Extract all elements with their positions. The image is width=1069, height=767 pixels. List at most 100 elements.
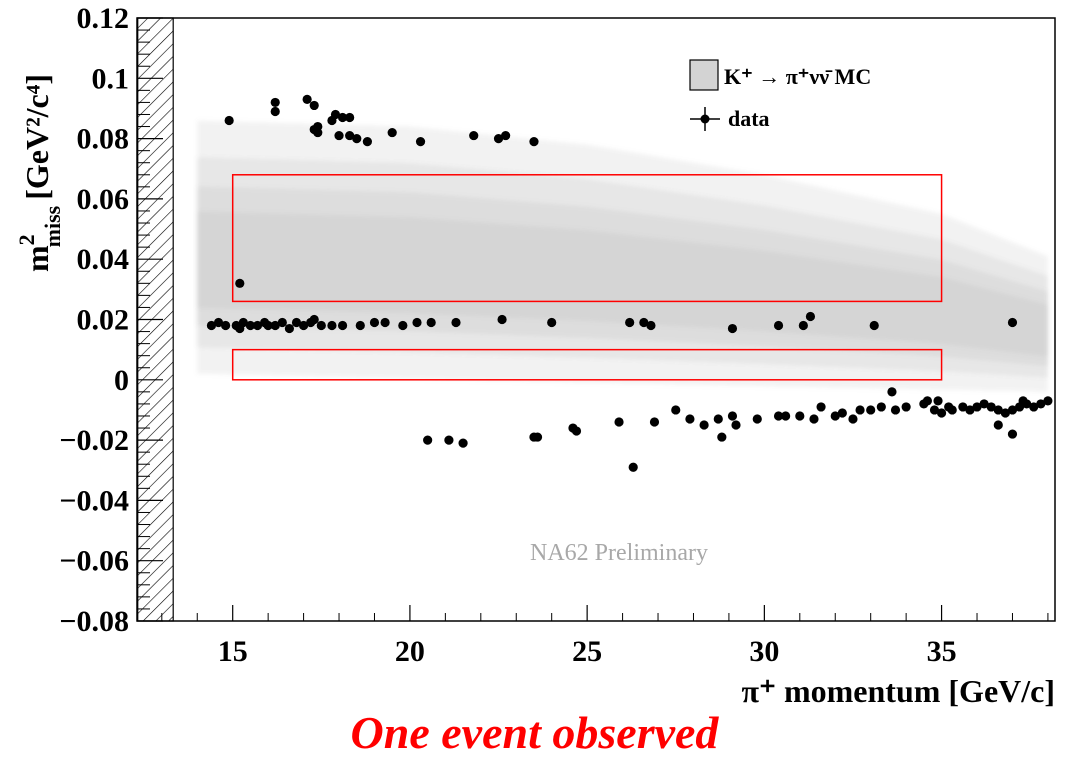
- data-point: [628, 462, 638, 472]
- data-point: [263, 320, 273, 331]
- x-axis-title: π⁺ momentum [GeV/c]: [742, 673, 1055, 709]
- data-point: [699, 420, 709, 430]
- data-point: [972, 402, 982, 412]
- data-point: [731, 420, 741, 430]
- data-point: [646, 320, 656, 331]
- data-point: [423, 435, 433, 445]
- data-point: [415, 137, 426, 147]
- data-point: [671, 405, 681, 415]
- y-tick-label: 0.06: [77, 183, 130, 216]
- y-axis-title-main: m: [19, 245, 55, 272]
- data-point: [302, 94, 312, 105]
- data-point: [345, 112, 355, 123]
- data-point: [337, 112, 348, 123]
- data-point: [277, 317, 287, 328]
- data-point: [330, 109, 341, 120]
- data-point: [625, 317, 635, 328]
- y-tick-label: −0.02: [59, 424, 129, 457]
- y-tick-label: 0.04: [77, 243, 130, 276]
- legend-mc-label: K⁺ → π⁺νν̄ MC: [724, 64, 871, 89]
- signal-region-box-2: [231, 348, 943, 381]
- data-point: [936, 408, 947, 418]
- data-point: [1000, 408, 1010, 418]
- data-point: [298, 320, 309, 331]
- y-tick-label: 0.12: [77, 2, 130, 35]
- data-point: [795, 411, 805, 421]
- data-point: [571, 426, 582, 436]
- data-point: [1043, 396, 1053, 406]
- data-point: [493, 134, 504, 144]
- data-point: [334, 130, 344, 141]
- data-point: [1036, 399, 1046, 409]
- data-point: [773, 320, 784, 331]
- data-point: [547, 317, 557, 328]
- x-tick-label: 20: [395, 635, 425, 668]
- y-tick-label: 0.1: [92, 62, 130, 95]
- data-point: [901, 402, 911, 412]
- data-point: [1029, 402, 1039, 412]
- data-point: [685, 414, 695, 424]
- axis-ticks: [137, 17, 1049, 622]
- data-point: [798, 320, 808, 331]
- data-point: [327, 320, 337, 331]
- mc-density-band: [197, 120, 1048, 392]
- data-point: [501, 130, 511, 141]
- data-point: [830, 411, 840, 421]
- data-point: [412, 317, 422, 328]
- data-point: [866, 405, 876, 415]
- data-point: [213, 317, 224, 328]
- data-point: [1007, 317, 1018, 328]
- data-point: [805, 311, 816, 322]
- data-point: [816, 402, 826, 412]
- data-point: [639, 317, 649, 328]
- data-point: [727, 323, 738, 334]
- data-points: [206, 94, 1053, 472]
- data-point: [352, 134, 362, 144]
- data-point: [993, 420, 1003, 430]
- data-point: [270, 320, 280, 331]
- mc-density-layer-3: [197, 211, 1048, 357]
- legend: K⁺ → π⁺νν̄ MC data: [689, 59, 871, 131]
- svg-text:m2miss[GeV²/c⁴]: m2miss [GeV²/c⁴]: [14, 74, 65, 272]
- data-point: [398, 320, 408, 331]
- y-tick-label: 0: [114, 364, 129, 397]
- data-point: [933, 396, 943, 406]
- data-point: [337, 320, 348, 331]
- data-point: [773, 411, 784, 421]
- data-point: [993, 405, 1003, 415]
- caption: One event observed: [350, 707, 719, 758]
- data-point: [869, 320, 879, 331]
- data-point: [313, 127, 323, 138]
- data-point: [284, 323, 295, 334]
- x-tick-label: 15: [218, 635, 248, 668]
- data-point: [469, 130, 479, 141]
- data-point: [876, 402, 886, 412]
- x-tick-label: 30: [749, 635, 779, 668]
- data-point: [1007, 429, 1018, 439]
- data-point: [444, 435, 454, 445]
- data-point: [979, 399, 989, 409]
- x-tick-labels: 15 20 25 30 35: [218, 635, 957, 668]
- data-point: [965, 405, 975, 415]
- data-point: [929, 405, 940, 415]
- data-point: [369, 317, 380, 328]
- y-axis-title-sup: 2: [14, 234, 39, 245]
- data-point: [717, 432, 727, 442]
- legend-mc-swatch: [689, 59, 719, 91]
- signal-regions: [231, 174, 943, 381]
- data-point: [1018, 396, 1028, 406]
- data-point: [316, 320, 326, 331]
- data-point: [887, 387, 897, 397]
- legend-data-marker: [690, 107, 720, 131]
- data-point: [362, 137, 372, 147]
- data-point: [958, 402, 968, 412]
- data-point: [649, 417, 660, 427]
- data-point: [944, 402, 954, 412]
- na62-preliminary-watermark: NA62 Preliminary: [530, 540, 708, 566]
- data-point: [252, 320, 263, 331]
- data-point: [206, 320, 217, 331]
- data-point: [986, 402, 996, 412]
- data-point: [532, 432, 543, 442]
- y-axis-title: m2miss [GeV²/c⁴]: [14, 74, 65, 272]
